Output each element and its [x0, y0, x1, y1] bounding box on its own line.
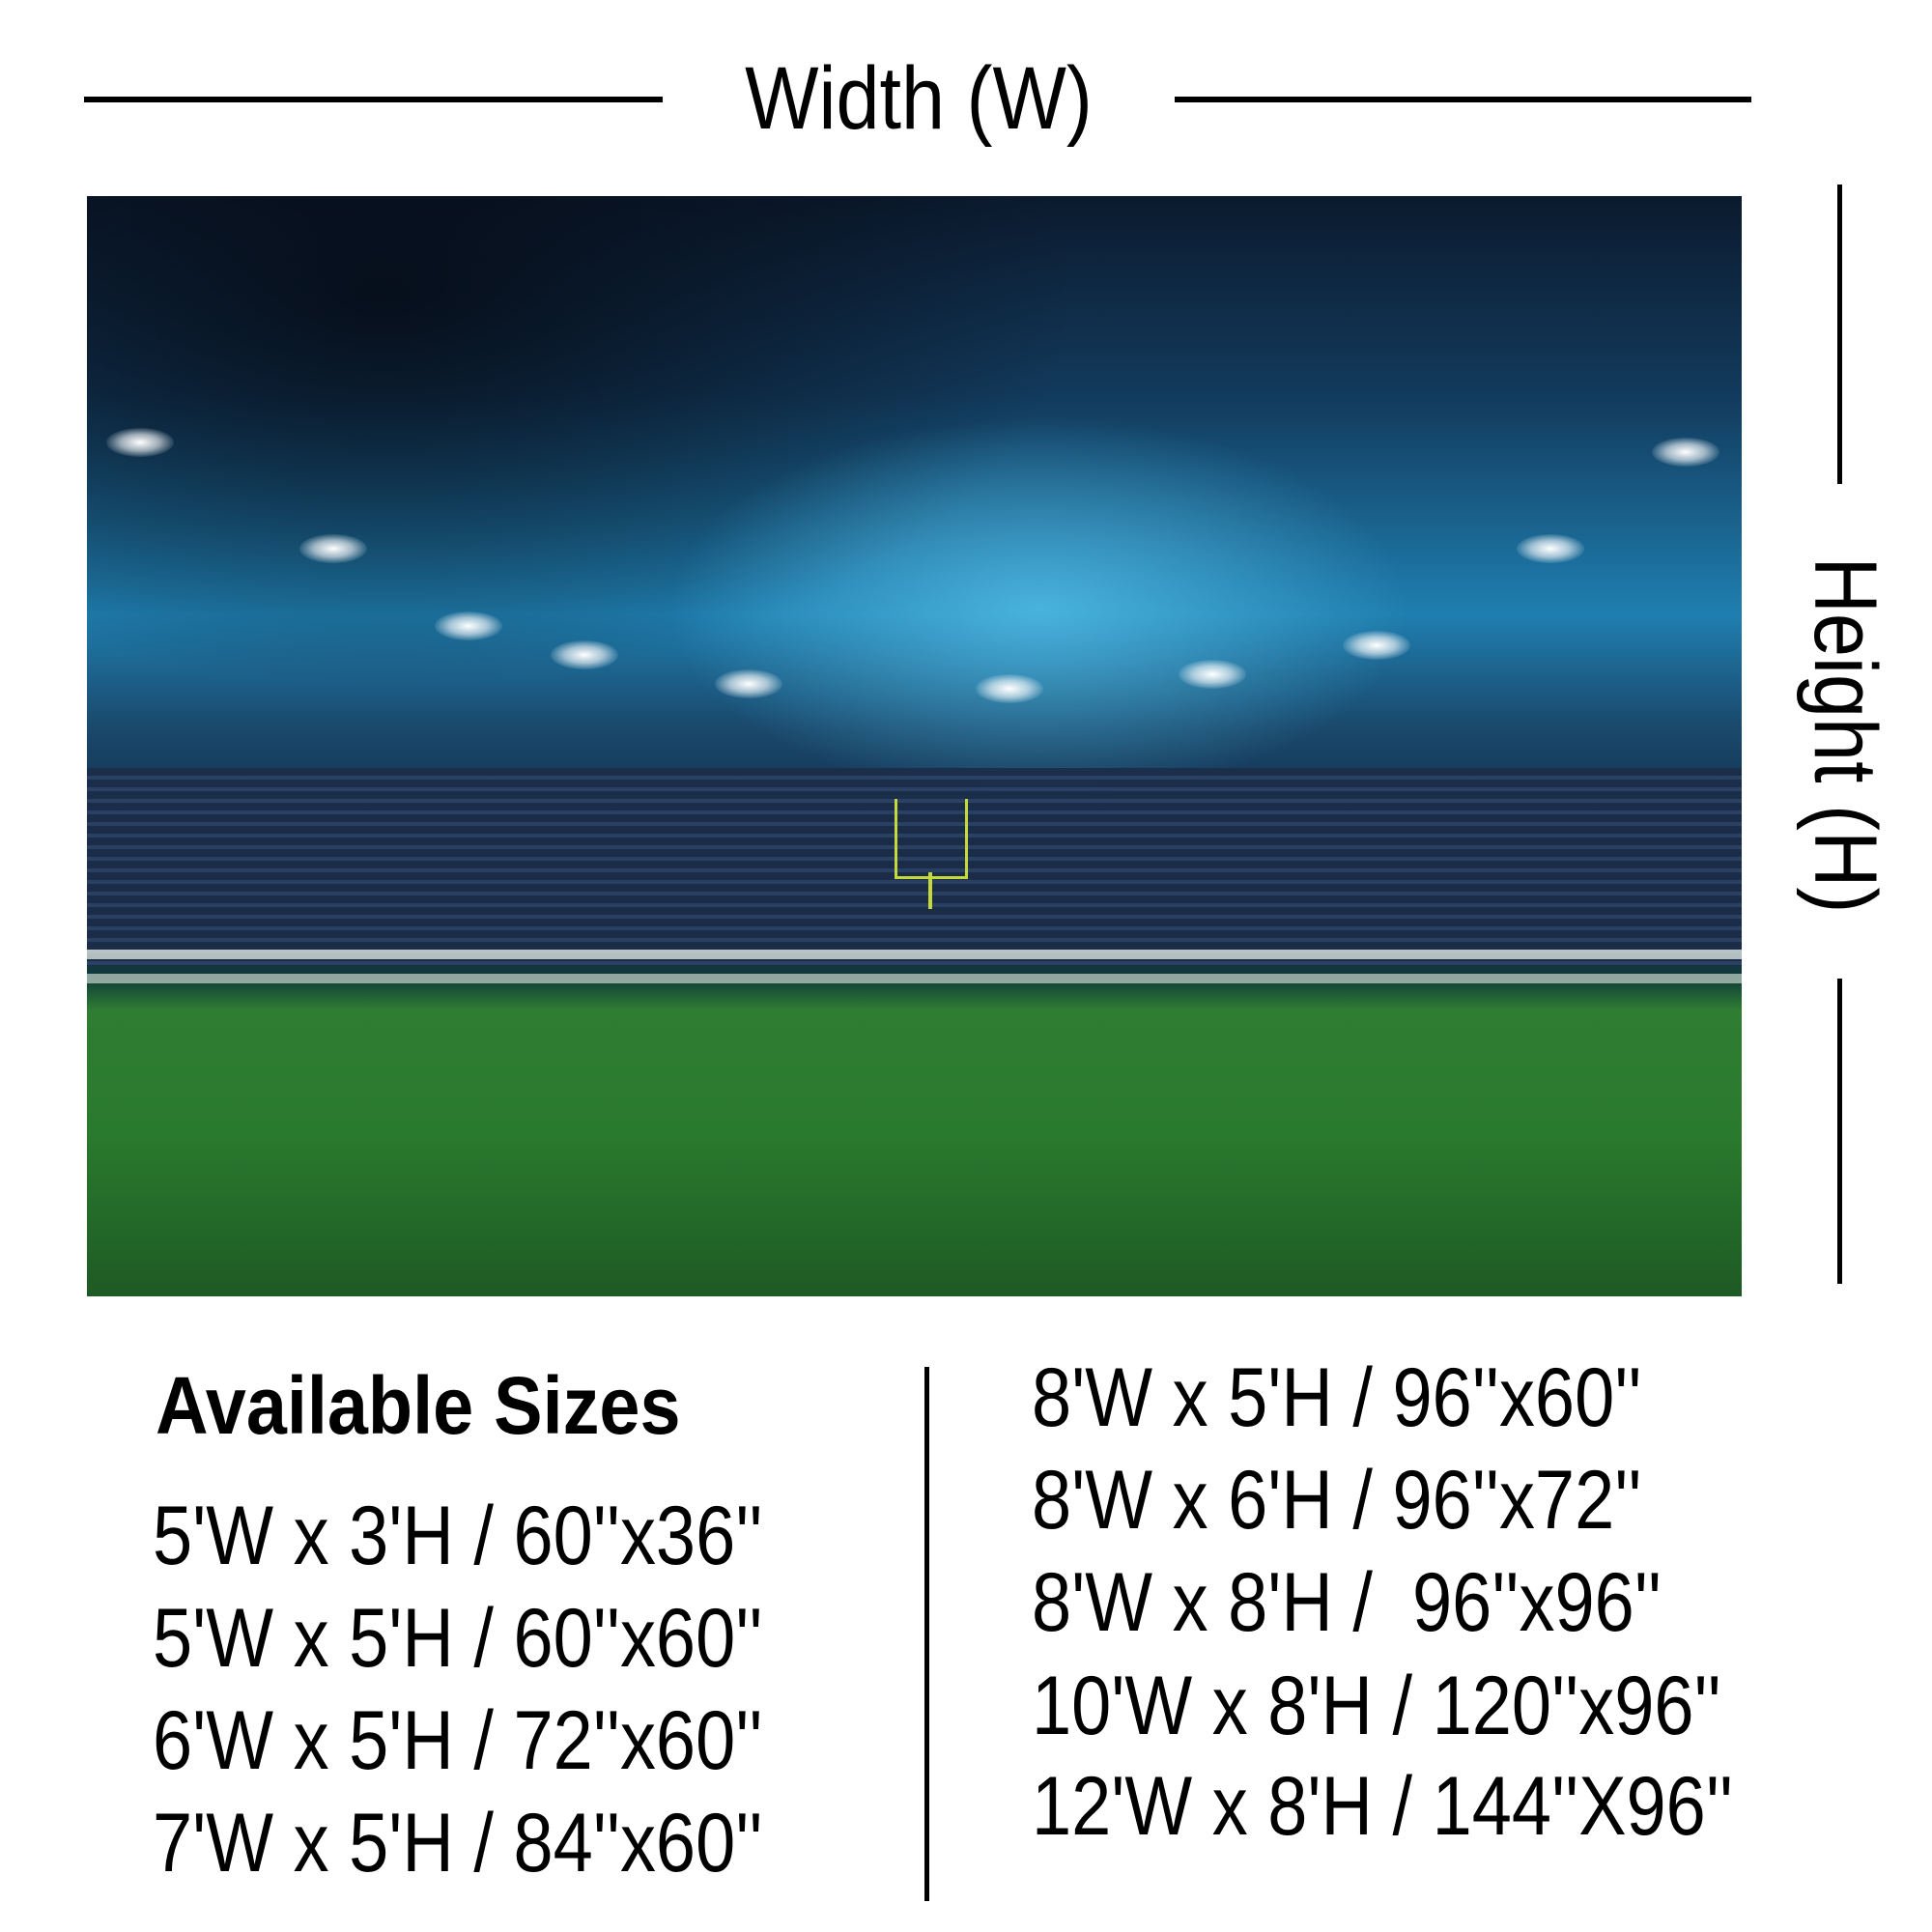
stadium-backdrop-image	[87, 196, 1742, 1296]
width-label: Width (W)	[745, 49, 1093, 148]
width-line-right	[1175, 97, 1751, 102]
size-option: 8'W x 8'H / 96''x96''	[1032, 1556, 1662, 1649]
size-option: 8'W x 6'H / 96''x72''	[1032, 1454, 1642, 1547]
floodlight	[976, 674, 1043, 703]
floodlight	[299, 534, 367, 563]
size-option: 6'W x 5'H / 72''x60''	[153, 1694, 763, 1787]
floodlight	[435, 611, 502, 640]
size-option: 10'W x 8'H / 120''x96''	[1032, 1660, 1721, 1752]
floodlight	[715, 669, 782, 698]
column-divider	[924, 1367, 929, 1901]
floodlight	[106, 428, 174, 457]
yard-line	[87, 974, 1742, 983]
height-line-top	[1837, 185, 1842, 484]
yard-line	[87, 950, 1742, 959]
goalpost	[895, 799, 968, 879]
floodlight	[1179, 660, 1246, 689]
size-option: 5'W x 5'H / 60''x60''	[153, 1592, 763, 1685]
floodlight	[551, 640, 618, 669]
width-line-left	[84, 97, 663, 102]
size-option: 8'W x 5'H / 96''x60''	[1032, 1351, 1642, 1444]
floodlight	[1517, 534, 1584, 563]
height-label: Height (H)	[1796, 556, 1894, 914]
height-line-bottom	[1837, 979, 1842, 1284]
size-option: 5'W x 3'H / 60''x36''	[153, 1490, 763, 1582]
floodlight	[1343, 631, 1410, 660]
size-option: 7'W x 5'H / 84''x60''	[153, 1797, 763, 1889]
stadium-stands	[87, 768, 1742, 967]
size-option: 12'W x 8'H / 144''X96''	[1032, 1760, 1734, 1853]
available-sizes-title: Available Sizes	[156, 1360, 681, 1451]
goalpost-stem	[928, 872, 932, 909]
sky-glow	[666, 415, 1411, 802]
floodlight	[1652, 438, 1719, 467]
